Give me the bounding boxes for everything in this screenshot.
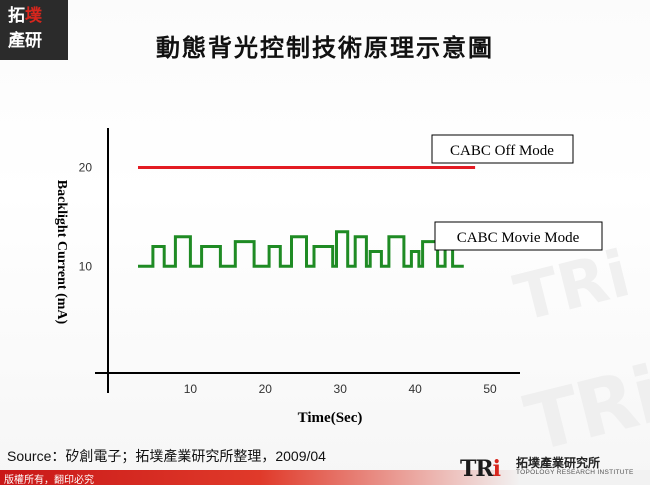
source-note: Source：矽創電子；拓墣產業研究所整理，2009/04	[7, 448, 326, 464]
y-tick-label: 20	[79, 161, 93, 175]
brand-subtitle: TOPOLOGY RESEARCH INSTITUTE	[516, 469, 634, 476]
legend-box-off-mode	[431, 134, 574, 164]
copyright-text: 版權所有，翻印必究	[4, 475, 94, 486]
brand-logo: TRi 拓墣產業研究所 TOPOLOGY RESEARCH INSTITUTE	[460, 452, 640, 482]
y-tick-group: 10 20	[79, 161, 93, 274]
footer-bar: 版權所有，翻印必究	[0, 470, 650, 486]
legend-box-movie-mode	[434, 221, 603, 251]
y-axis-label: Backlight Current (mA)	[54, 180, 69, 325]
brand-mark: TRi	[460, 456, 501, 482]
x-tick-label: 20	[259, 382, 273, 396]
corner-logo-char1: 拓	[8, 6, 25, 26]
x-axis-label: Time(Sec)	[298, 410, 363, 426]
y-tick-label: 10	[79, 259, 93, 273]
x-tick-label: 10	[184, 382, 198, 396]
brand-mark-tr: TR	[460, 456, 494, 482]
x-tick-label: 30	[334, 382, 348, 396]
series-group	[138, 166, 476, 268]
brand-mark-i: i	[492, 456, 501, 482]
series-line-movie-mode	[138, 230, 464, 268]
x-tick-group: 10 20 30 40 50	[184, 382, 497, 396]
page-title: 動態背光控制技術原理示意圖	[156, 33, 494, 62]
corner-logo-char2: 墣	[25, 6, 42, 26]
corner-logo-line2: 產研	[8, 31, 42, 51]
brand-name: 拓墣產業研究所	[516, 456, 601, 470]
x-tick-label: 40	[408, 382, 422, 396]
corner-logo: 拓墣 產研	[0, 0, 68, 60]
corner-logo-line1: 拓墣	[8, 7, 42, 25]
legend-label-movie-mode: CABC Movie Mode	[457, 230, 580, 246]
legend-label-off-mode: CABC Off Mode	[450, 143, 554, 159]
x-tick-label: 50	[483, 382, 497, 396]
